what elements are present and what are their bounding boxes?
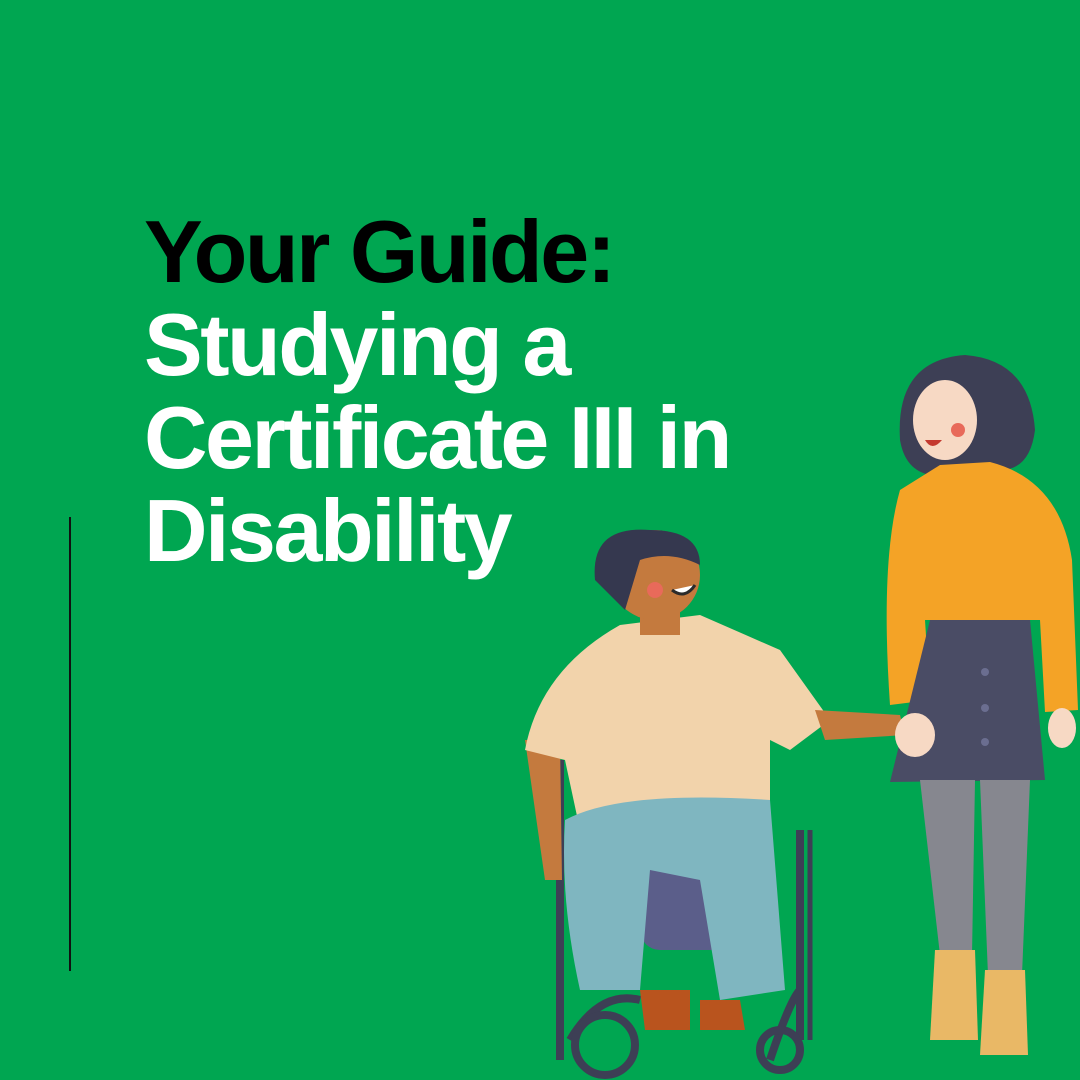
woman-figure — [886, 355, 1078, 1055]
headline-line-1: Your Guide: — [144, 202, 616, 301]
headline-line-3: Certificate III in — [144, 388, 732, 487]
man-figure — [525, 529, 905, 1030]
headline-line-2: Studying a — [144, 295, 571, 394]
headline: Your Guide: Studying a Certificate III i… — [144, 202, 732, 580]
divider-line — [69, 517, 71, 971]
headline-line-4: Disability — [144, 481, 513, 580]
